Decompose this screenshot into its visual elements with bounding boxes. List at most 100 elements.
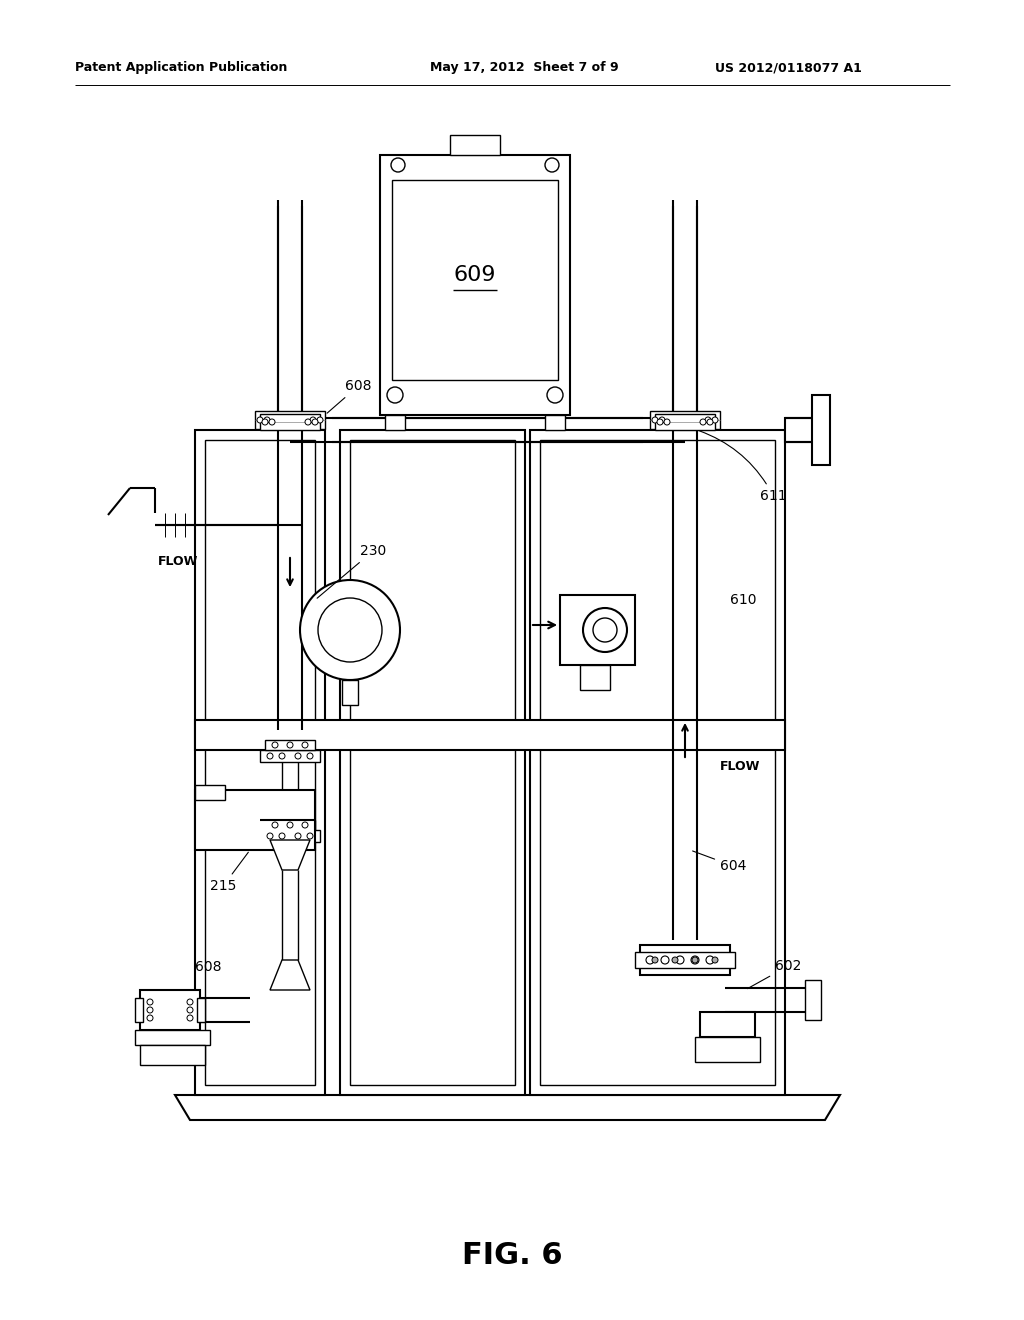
Bar xyxy=(812,395,830,465)
Bar xyxy=(350,440,515,730)
Circle shape xyxy=(657,418,663,425)
Bar xyxy=(595,620,613,639)
Polygon shape xyxy=(175,1096,840,1119)
Bar xyxy=(340,430,525,1096)
Circle shape xyxy=(302,822,308,828)
Circle shape xyxy=(187,1007,193,1012)
Bar xyxy=(655,414,715,430)
Text: Patent Application Publication: Patent Application Publication xyxy=(75,62,288,74)
Circle shape xyxy=(705,417,711,422)
Circle shape xyxy=(700,418,706,425)
Bar xyxy=(650,411,720,429)
Circle shape xyxy=(662,956,669,964)
Text: US 2012/0118077 A1: US 2012/0118077 A1 xyxy=(715,62,862,74)
Circle shape xyxy=(317,417,323,422)
Text: May 17, 2012  Sheet 7 of 9: May 17, 2012 Sheet 7 of 9 xyxy=(430,62,618,74)
Text: 610: 610 xyxy=(730,593,757,607)
Bar xyxy=(195,719,785,750)
Bar xyxy=(540,744,775,1085)
Circle shape xyxy=(706,956,714,964)
Circle shape xyxy=(307,752,313,759)
Bar xyxy=(197,998,205,1022)
Bar xyxy=(380,154,570,414)
Bar xyxy=(135,1030,210,1045)
Bar xyxy=(450,135,500,154)
Text: 611: 611 xyxy=(699,430,786,503)
Bar xyxy=(805,979,821,1020)
Circle shape xyxy=(279,833,285,840)
Circle shape xyxy=(692,957,698,964)
Text: 604: 604 xyxy=(692,851,746,873)
Bar xyxy=(580,665,610,690)
Bar xyxy=(342,680,358,705)
Circle shape xyxy=(545,158,559,172)
Bar xyxy=(260,830,319,842)
Circle shape xyxy=(264,417,270,422)
Bar xyxy=(195,789,315,850)
Circle shape xyxy=(287,742,293,748)
Bar xyxy=(350,744,515,1085)
Bar xyxy=(545,414,565,430)
Circle shape xyxy=(707,418,713,425)
Bar xyxy=(560,595,635,665)
Circle shape xyxy=(652,957,658,964)
Circle shape xyxy=(287,822,293,828)
Bar xyxy=(140,1045,205,1065)
Bar xyxy=(635,952,735,968)
Circle shape xyxy=(279,752,285,759)
Circle shape xyxy=(272,742,278,748)
Bar xyxy=(695,1038,760,1063)
Circle shape xyxy=(305,418,311,425)
Bar xyxy=(540,440,775,719)
Text: 230: 230 xyxy=(317,544,386,598)
Bar xyxy=(205,440,315,730)
Circle shape xyxy=(267,833,273,840)
Text: FLOW: FLOW xyxy=(158,554,199,568)
Bar xyxy=(195,785,225,800)
Circle shape xyxy=(583,609,627,652)
Bar xyxy=(265,820,315,830)
Circle shape xyxy=(664,418,670,425)
Bar xyxy=(140,990,200,1030)
Bar xyxy=(135,998,143,1022)
Text: 608: 608 xyxy=(195,960,221,974)
Bar xyxy=(255,411,325,429)
Circle shape xyxy=(147,1015,153,1020)
Circle shape xyxy=(318,598,382,663)
Bar xyxy=(785,418,815,442)
Circle shape xyxy=(387,387,403,403)
Circle shape xyxy=(712,957,718,964)
Circle shape xyxy=(147,1007,153,1012)
Text: 609: 609 xyxy=(454,265,497,285)
Bar xyxy=(265,741,315,750)
Bar xyxy=(530,430,785,1096)
Polygon shape xyxy=(270,840,310,870)
Circle shape xyxy=(691,956,699,964)
Circle shape xyxy=(310,417,316,422)
Polygon shape xyxy=(270,960,310,990)
Circle shape xyxy=(300,579,400,680)
Circle shape xyxy=(267,752,273,759)
Bar xyxy=(260,750,319,762)
Bar xyxy=(640,945,730,975)
Text: FIG. 6: FIG. 6 xyxy=(462,1241,562,1270)
Circle shape xyxy=(307,833,313,840)
Bar xyxy=(302,622,322,638)
Circle shape xyxy=(593,618,617,642)
Bar xyxy=(195,430,325,1096)
Circle shape xyxy=(659,417,665,422)
Circle shape xyxy=(187,999,193,1005)
Circle shape xyxy=(547,387,563,403)
Bar xyxy=(260,414,319,430)
Circle shape xyxy=(646,956,654,964)
Circle shape xyxy=(302,742,308,748)
Circle shape xyxy=(312,418,318,425)
Circle shape xyxy=(272,822,278,828)
Circle shape xyxy=(652,417,658,422)
Circle shape xyxy=(257,417,263,422)
Circle shape xyxy=(712,417,718,422)
Text: FLOW: FLOW xyxy=(720,760,761,774)
Bar xyxy=(385,414,406,430)
Bar xyxy=(700,1012,755,1038)
Text: 215: 215 xyxy=(210,853,249,894)
